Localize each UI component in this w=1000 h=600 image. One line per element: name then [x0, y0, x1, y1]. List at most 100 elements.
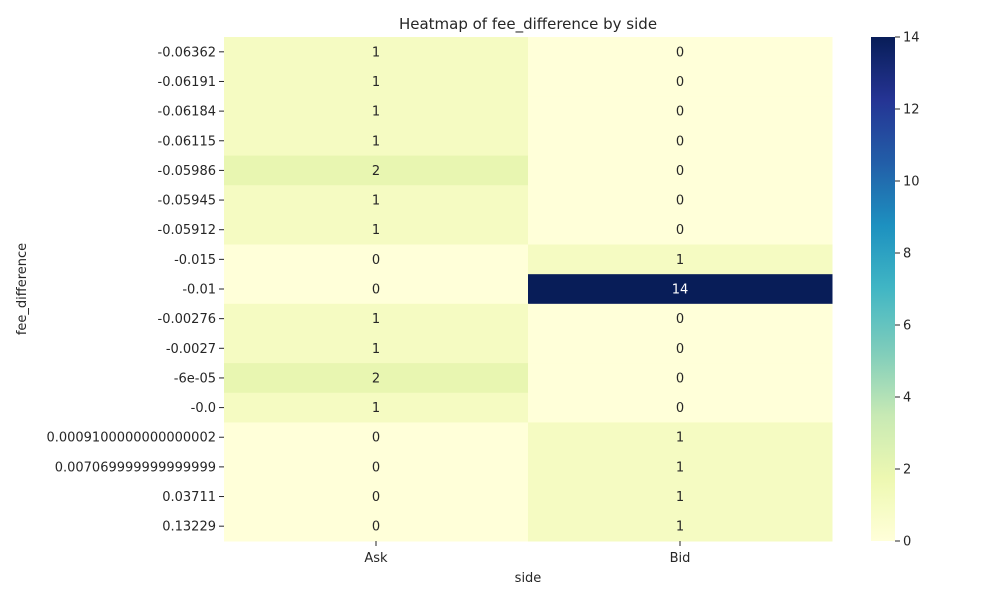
y-tick-label: -0.01	[182, 283, 216, 298]
y-tick-label: -0.0027	[166, 342, 216, 357]
cell-value-label: 1	[372, 134, 380, 149]
heatmap-cell	[224, 303, 529, 334]
colorbar-tick-label: 6	[903, 319, 911, 334]
colorbar-tick-label: 2	[903, 463, 911, 478]
heatmap-cell	[224, 422, 529, 453]
colorbar-tick-label: 14	[903, 31, 920, 46]
y-tick-label: -0.06191	[158, 75, 216, 90]
heatmap-cell	[224, 452, 529, 483]
y-tick-label: -0.06115	[158, 134, 216, 149]
cell-value-label: 0	[372, 283, 380, 298]
colorbar-tick-label: 10	[903, 175, 920, 190]
y-tick-label: 0.13229	[162, 520, 216, 535]
heatmap-cell	[528, 303, 833, 334]
cell-value-label: 0	[372, 431, 380, 446]
heatmap-cell	[528, 274, 833, 305]
cell-value-label: 1	[372, 45, 380, 60]
cell-value-label: 0	[372, 490, 380, 505]
colorbar-ticks: 0 2 4 6 8 10 12 14	[895, 31, 920, 550]
y-tick-label: -0.05912	[158, 223, 216, 238]
x-tick-label: Bid	[670, 551, 691, 566]
cell-value-label: 1	[372, 75, 380, 90]
heatmap-cell	[224, 274, 529, 305]
colorbar-tick-label: 4	[903, 391, 911, 406]
cell-value-label: 2	[372, 371, 380, 386]
cell-value-label: 14	[672, 283, 689, 298]
heatmap-cell	[528, 422, 833, 453]
heatmap-cell	[224, 214, 529, 246]
heatmap-cell	[224, 125, 529, 157]
cell-value-label: 0	[676, 75, 684, 90]
heatmap-cell	[224, 66, 529, 97]
y-tick-label: -0.0	[191, 401, 216, 416]
cell-value-label: 0	[372, 253, 380, 268]
cell-value-label: 1	[372, 105, 380, 120]
cell-value-label: 0	[372, 520, 380, 535]
cell-value-label: 1	[676, 431, 684, 446]
cell-value-label: 1	[676, 253, 684, 268]
cell-value-label: 0	[372, 460, 380, 475]
cell-value-label: 0	[676, 401, 684, 416]
cell-value-label: 0	[676, 105, 684, 120]
cell-value-label: 1	[372, 312, 380, 327]
heatmap-cell	[528, 66, 833, 97]
heatmap-cell	[528, 214, 833, 246]
cell-value-label: 1	[372, 194, 380, 209]
heatmap-cell	[224, 333, 529, 364]
cell-value-label: 0	[676, 371, 684, 386]
cell-value-label: 1	[372, 342, 380, 357]
heatmap-cell	[224, 511, 529, 542]
heatmap-cell	[528, 96, 833, 127]
colorbar-tick-label: 12	[903, 103, 920, 118]
cell-value-label: 2	[372, 164, 380, 179]
y-tick-label: -0.06184	[158, 105, 216, 120]
cell-value-label: 1	[676, 460, 684, 475]
colorbar-tick-label: 0	[903, 535, 911, 550]
heatmap-cell	[528, 125, 833, 157]
heatmap-cell	[224, 155, 529, 186]
heatmap-cell	[528, 452, 833, 483]
heatmap-cell	[224, 392, 529, 423]
heatmap-cell	[528, 37, 833, 68]
cell-value-label: 0	[676, 45, 684, 60]
x-axis-ticks: Ask Bid	[364, 541, 690, 566]
heatmap-cell	[528, 244, 833, 275]
y-tick-label: -0.05945	[158, 194, 216, 209]
y-axis-ticks: -0.06362 -0.06191 -0.06184 -0.06115 -0.05986…	[46, 45, 224, 535]
heatmap-cell	[528, 392, 833, 423]
colorbar	[871, 37, 895, 541]
y-tick-label: 0.03711	[162, 490, 216, 505]
cell-value-label: 1	[676, 520, 684, 535]
x-axis-label: side	[515, 571, 542, 586]
y-axis-label: fee_difference	[15, 243, 30, 335]
cell-value-label: 1	[372, 223, 380, 238]
y-tick-label: -0.06362	[158, 45, 216, 60]
y-tick-label: -0.015	[174, 253, 216, 268]
cell-value-labels: 1 0 1 0 1 0 1 0 2 0 1 0 1 0 0 1 0 14 1 0 1 0 2 0 1 0 0 1 0 1 0 1 0 1	[372, 45, 688, 534]
y-tick-label: -0.05986	[158, 164, 216, 179]
heatmap-cell	[528, 333, 833, 364]
heatmap-cells	[224, 37, 833, 542]
heatmap-cell	[528, 363, 833, 394]
cell-value-label: 0	[676, 223, 684, 238]
heatmap-cell	[528, 481, 833, 512]
cell-value-label: 0	[676, 194, 684, 209]
x-tick-label: Ask	[364, 551, 388, 566]
y-tick-label: -6e-05	[174, 371, 216, 386]
cell-value-label: 0	[676, 312, 684, 327]
heatmap-cell	[224, 363, 529, 394]
y-tick-label: 0.007069999999999999	[55, 460, 216, 475]
y-tick-label: -0.00276	[158, 312, 216, 327]
cell-value-label: 1	[676, 490, 684, 505]
heatmap-cell	[224, 96, 529, 127]
cell-value-label: 1	[372, 401, 380, 416]
heatmap-cell	[528, 155, 833, 186]
heatmap-cell	[224, 37, 529, 68]
cell-value-label: 0	[676, 134, 684, 149]
chart-title: Heatmap of fee_difference by side	[399, 15, 657, 34]
heatmap-cell	[224, 481, 529, 512]
y-tick-label: 0.0009100000000000002	[46, 431, 216, 446]
heatmap-cell	[224, 244, 529, 275]
cell-value-label: 0	[676, 342, 684, 357]
